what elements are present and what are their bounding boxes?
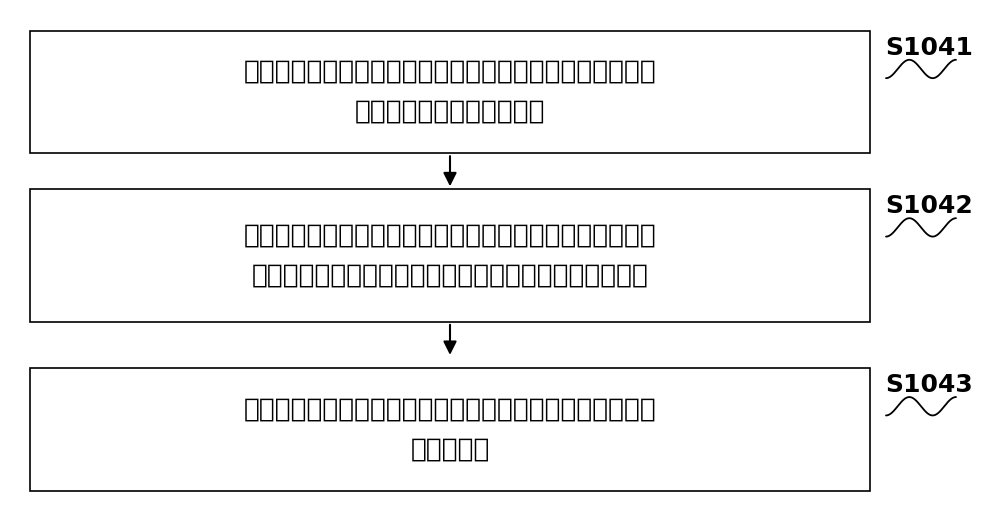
Bar	[30, 31, 870, 153]
Text: S1041: S1041	[885, 36, 973, 60]
Bar	[30, 189, 870, 322]
Text: S1042: S1042	[885, 194, 973, 218]
Text: 根据选取的两条所述参考路径与皮肤模型的交点，生成两个
入路参考点: 根据选取的两条所述参考路径与皮肤模型的交点，生成两个 入路参考点	[244, 396, 656, 462]
Text: 在一对所述参考锥体上分别选取一手术入路的参考路径，所
述参考路径为所述参考锥体的锥面上任一点到顶点的路径: 在一对所述参考锥体上分别选取一手术入路的参考路径，所 述参考路径为所述参考锥体的…	[244, 222, 656, 289]
Text: S1043: S1043	[885, 373, 973, 397]
Text: 以所述短轴为中心轴生成一对参考锥体，所述一对参考锥体
对称分布在所述缝合面两侧: 以所述短轴为中心轴生成一对参考锥体，所述一对参考锥体 对称分布在所述缝合面两侧	[244, 59, 656, 125]
Bar	[30, 368, 870, 491]
